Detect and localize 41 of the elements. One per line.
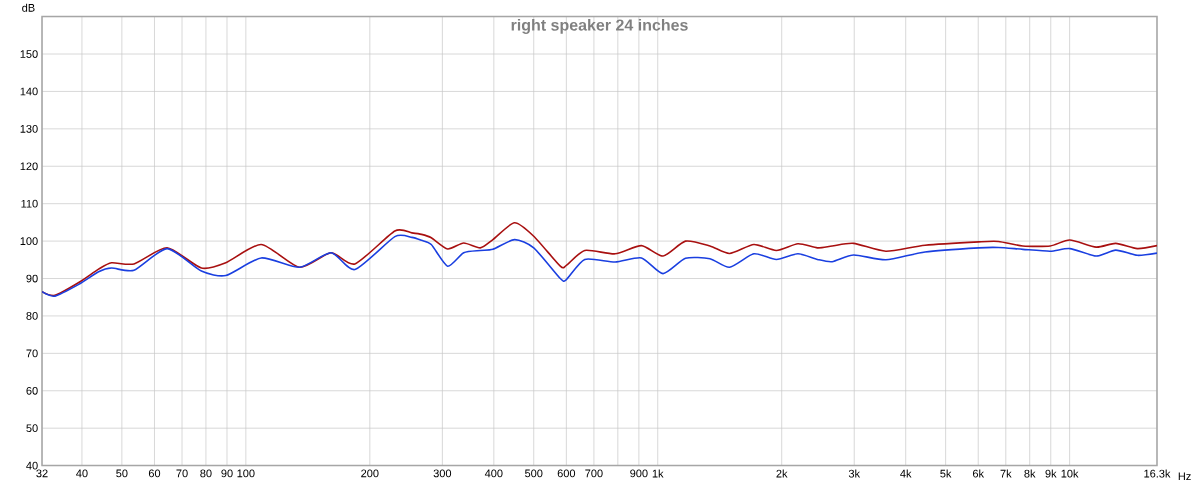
y-tick-label: 50	[26, 424, 38, 433]
x-tick-label: 2k	[776, 469, 788, 478]
y-axis-title: dB	[22, 3, 35, 12]
y-tick-label: 150	[20, 50, 38, 59]
y-tick-label: 140	[20, 87, 38, 96]
y-tick-label: 80	[26, 312, 38, 321]
x-tick-label: 4k	[900, 469, 912, 478]
chart-title: right speaker 24 inches	[511, 19, 688, 35]
x-tick-label: 50	[116, 469, 128, 478]
x-axis-title: Hz	[1178, 472, 1191, 481]
x-tick-label: 200	[361, 469, 379, 478]
x-tick-label: 40	[76, 469, 88, 478]
x-tick-label: 5k	[940, 469, 952, 478]
x-tick-label: 60	[148, 469, 161, 478]
x-tick-label: 6k	[972, 469, 985, 478]
y-tick-label: 60	[26, 387, 38, 395]
x-tick-label: 700	[585, 469, 603, 478]
y-tick-label: 110	[21, 200, 38, 208]
y-tick-label: 120	[20, 162, 38, 171]
x-tick-label: 400	[484, 469, 503, 478]
x-tick-label: 1k	[652, 469, 664, 478]
y-tick-label: 90	[26, 274, 38, 283]
x-tick-label: 8k	[1024, 469, 1036, 478]
x-tick-label: 80	[200, 469, 212, 478]
x-tick-label: 32	[36, 469, 48, 478]
x-tick-label: 900	[630, 469, 648, 478]
x-tick-label: 10k	[1061, 469, 1079, 478]
x-tick-label: 300	[433, 469, 452, 478]
y-tick-label: 100	[20, 237, 38, 246]
x-tick-label: 90	[221, 469, 233, 478]
x-tick-label: 9k	[1045, 469, 1057, 478]
x-tick-label: 7k	[1000, 469, 1012, 478]
x-tick-label: 500	[525, 469, 543, 478]
x-tick-label: 70	[176, 469, 188, 478]
x-tick-label: 16.3k	[1144, 469, 1171, 478]
x-tick-label: 100	[237, 469, 255, 478]
y-tick-label: 130	[20, 125, 38, 133]
x-tick-label: 600	[557, 469, 576, 478]
x-tick-label: 3k	[848, 469, 861, 478]
y-tick-label: 70	[26, 349, 38, 358]
y-tick-label: 40	[26, 461, 38, 470]
